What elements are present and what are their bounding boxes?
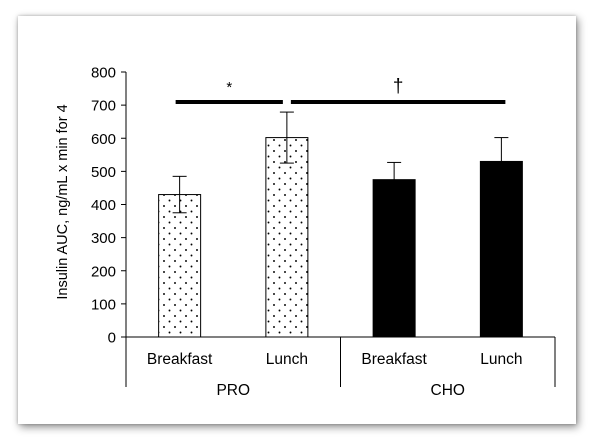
y-axis-label: Insulin AUC, ng/mL x min for 4: [55, 104, 71, 299]
y-tick-label: 100: [91, 296, 116, 313]
y-tick-label: 0: [108, 330, 116, 347]
y-tick-label: 800: [91, 65, 116, 82]
figure-frame: 0 100 200 300 400 500 600 700 800 Breakfast Lunch P…: [18, 16, 576, 424]
significance-symbol: *: [226, 79, 232, 96]
y-tick-label: 400: [91, 197, 116, 214]
y-tick-label: 300: [91, 230, 116, 247]
x-tick-label: Lunch: [480, 351, 522, 368]
x-tick-label: Lunch: [266, 351, 308, 368]
group-label: PRO: [216, 382, 250, 399]
bar: [158, 194, 202, 338]
significance-symbol: †: [393, 76, 404, 97]
y-tick-label: 700: [91, 98, 116, 115]
y-tick-label: 500: [91, 164, 116, 181]
group-label: CHO: [431, 382, 465, 399]
bar-chart: 0 100 200 300 400 500 600 700 800 Breakfast Lunch P…: [55, 65, 556, 399]
bar: [265, 137, 309, 338]
y-tick-label: 600: [91, 131, 116, 148]
bar: [479, 160, 523, 338]
x-tick-label: Breakfast: [147, 351, 213, 368]
bar: [372, 179, 416, 338]
x-tick-label: Breakfast: [361, 351, 427, 368]
y-tick-label: 200: [91, 263, 116, 280]
